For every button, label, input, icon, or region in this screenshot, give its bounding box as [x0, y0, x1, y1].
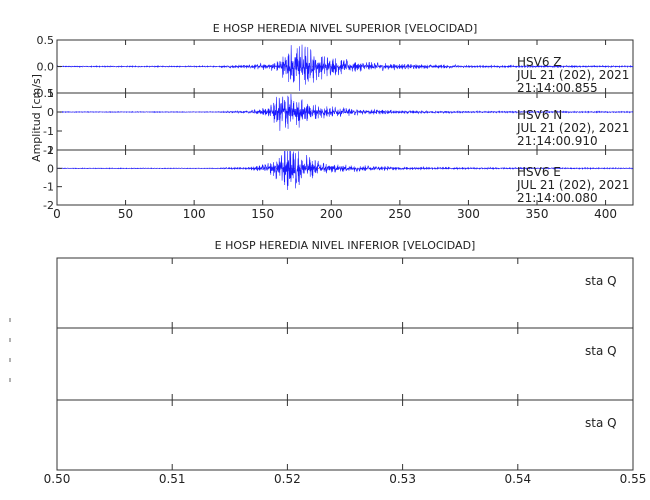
y-tick-label: 0.5 — [37, 34, 55, 47]
y-tick-label: 0 — [47, 106, 54, 119]
trace-date-label: JUL 21 (202), 2021 — [516, 121, 629, 135]
x-tick-label: 0.51 — [159, 472, 186, 486]
y-tick-label: 1 — [47, 144, 54, 157]
x-tick-label: 100 — [183, 207, 206, 221]
panel-station-label: sta Q — [585, 344, 617, 358]
lower-title: E HOSP HEREDIA NIVEL INFERIOR [VELOCIDAD… — [215, 239, 476, 252]
panel-frame — [56, 399, 634, 471]
panel-frame — [56, 257, 634, 329]
x-tick-label: 350 — [526, 207, 549, 221]
empty-panel-3: sta Q — [56, 399, 634, 471]
x-tick-label: 400 — [594, 207, 617, 221]
panel-frame — [56, 327, 634, 401]
trace-date-label: JUL 21 (202), 2021 — [516, 178, 629, 192]
x-tick-label: 0.50 — [44, 472, 71, 486]
y-tick-label: 1 — [47, 87, 54, 100]
y-tick-label: 0 — [47, 162, 54, 175]
x-tick-label: 0.55 — [620, 472, 647, 486]
trace-time-label: 21:14:00.080 — [517, 191, 598, 205]
y-tick-label: -2 — [43, 199, 54, 212]
x-tick-label: 50 — [118, 207, 133, 221]
empty-panel-2: sta Q — [56, 327, 634, 401]
trace-station-label: HSV6 E — [517, 165, 561, 179]
waveform-z — [56, 44, 634, 91]
waveform-n — [56, 93, 634, 131]
upper-title: E HOSP HEREDIA NIVEL SUPERIOR [VELOCIDAD… — [213, 22, 478, 35]
upper-ylabel: Amplitud [cm/s] — [30, 74, 43, 162]
lower-x-axis: 0.50 0.51 0.52 0.53 0.54 0.55 — [44, 472, 647, 486]
x-tick-label: 0.52 — [274, 472, 301, 486]
x-tick-label: 250 — [388, 207, 411, 221]
panel-station-label: sta Q — [585, 416, 617, 430]
x-tick-label: 0.53 — [389, 472, 416, 486]
trace-time-label: 21:14:00.855 — [517, 81, 598, 95]
waveform-e — [56, 150, 634, 190]
panel-frame — [56, 149, 634, 206]
x-tick-label: 200 — [320, 207, 343, 221]
y-tick-label: -1 — [43, 125, 54, 138]
trace-date-label: JUL 21 (202), 2021 — [516, 68, 629, 82]
panel-station-label: sta Q — [585, 274, 617, 288]
y-tick-label: -2 — [43, 144, 54, 157]
lower-plot-area: sta Q sta Q sta Q — [56, 257, 634, 471]
x-tick-label: 0.54 — [504, 472, 531, 486]
upper-x-axis: 0 50 100 150 200 250 300 350 400 — [53, 207, 617, 221]
x-tick-label: 150 — [251, 207, 274, 221]
y-tick-label: -1 — [43, 181, 54, 194]
y-tick-label: -0.5 — [33, 87, 54, 100]
x-tick-label: 0 — [53, 207, 61, 221]
x-tick-label: 300 — [457, 207, 480, 221]
trace-station-label: HSV6 N — [517, 108, 562, 122]
trace-time-label: 21:14:00.910 — [517, 134, 598, 148]
empty-panel-1: sta Q — [56, 257, 634, 329]
y-tick-label: 0.0 — [37, 61, 55, 74]
trace-station-label: HSV6 Z — [517, 55, 562, 69]
